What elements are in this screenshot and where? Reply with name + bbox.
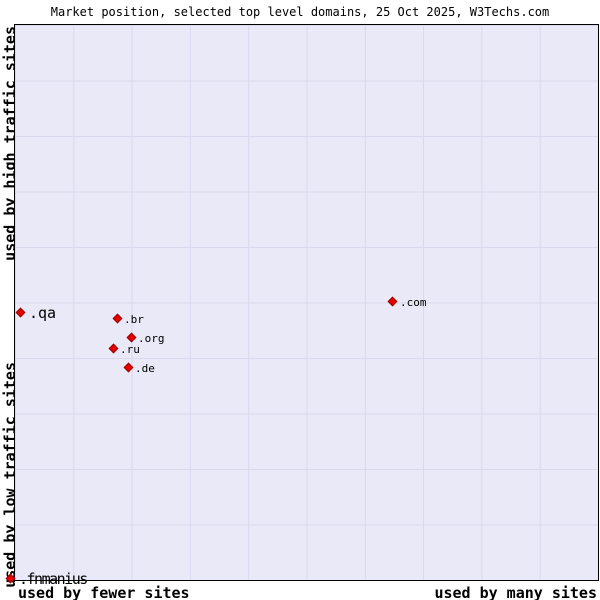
point-label-org: .org bbox=[138, 332, 165, 345]
point-label-qa: .qa bbox=[29, 304, 57, 322]
point-label-ru: .ru bbox=[120, 343, 140, 356]
marker-qa-icon bbox=[15, 307, 26, 318]
point-label-de: .de bbox=[135, 362, 155, 375]
point-label-bottom-left-cluster: .fnmanius bbox=[19, 570, 88, 588]
marker-de-icon bbox=[123, 362, 134, 373]
x-axis-label-fewer-sites: used by fewer sites bbox=[18, 584, 190, 600]
marker-br-icon bbox=[112, 313, 123, 324]
chart-title: Market position, selected top level doma… bbox=[50, 5, 550, 19]
x-axis-label-many-sites: used by many sites bbox=[434, 584, 597, 600]
marker-com-icon bbox=[387, 296, 398, 307]
point-label-br: .br bbox=[124, 313, 144, 326]
marker-ru-icon bbox=[108, 343, 119, 354]
plot-area: .qa .br .org .ru .de .com .fnmanius bbox=[5, 24, 599, 588]
point-label-com: .com bbox=[400, 296, 427, 309]
marker-org-icon bbox=[126, 332, 137, 343]
